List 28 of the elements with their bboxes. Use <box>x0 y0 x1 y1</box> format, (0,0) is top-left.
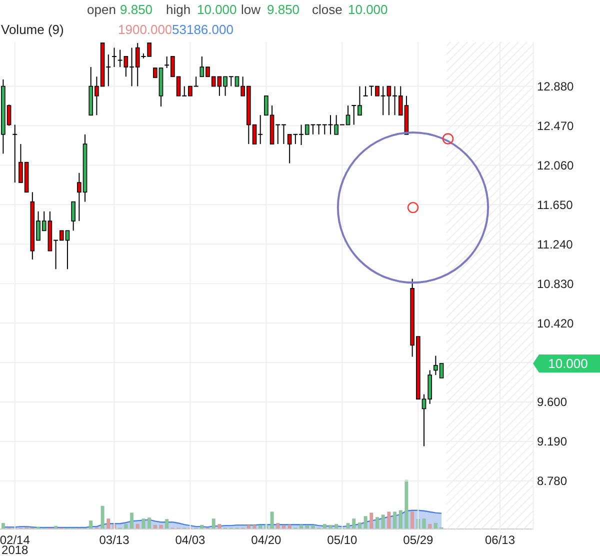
text: open <box>87 2 116 17</box>
y-tick-label: 11.240 <box>537 237 574 252</box>
y-tick-label: 12.060 <box>537 158 574 172</box>
y-tick-label: 12.880 <box>537 79 574 94</box>
y-tick-label: 10.830 <box>537 276 574 291</box>
y-tick-label: 9.600 <box>537 395 568 410</box>
text: 9.850 <box>267 2 300 17</box>
x-tick-label: 03/13 <box>99 533 130 547</box>
text: high <box>166 2 191 17</box>
chart-title: Volume (9) <box>1 22 64 37</box>
x-tick-label: 04/20 <box>251 533 282 547</box>
text: 10.000 <box>548 356 588 372</box>
x-tick-label: 04/03 <box>175 533 206 547</box>
text: 10.000 <box>348 2 388 17</box>
text: 53186.000 <box>172 22 234 37</box>
text: 10.000 <box>197 2 237 17</box>
text: 1900.000 <box>118 22 172 37</box>
y-tick-label: 9.190 <box>537 434 568 449</box>
text: low <box>241 2 262 17</box>
y-tick-label: 11.650 <box>537 198 574 212</box>
y-tick-label: 8.780 <box>537 474 568 488</box>
text: close <box>312 2 342 17</box>
x-tick-label: 05/10 <box>327 533 358 547</box>
text: 9.850 <box>120 2 153 17</box>
y-tick-label: 10.420 <box>537 316 574 330</box>
y-tick-label: 12.470 <box>537 118 574 133</box>
x-tick-label: 05/29 <box>403 533 434 547</box>
x-tick-label: 06/13 <box>484 533 516 547</box>
